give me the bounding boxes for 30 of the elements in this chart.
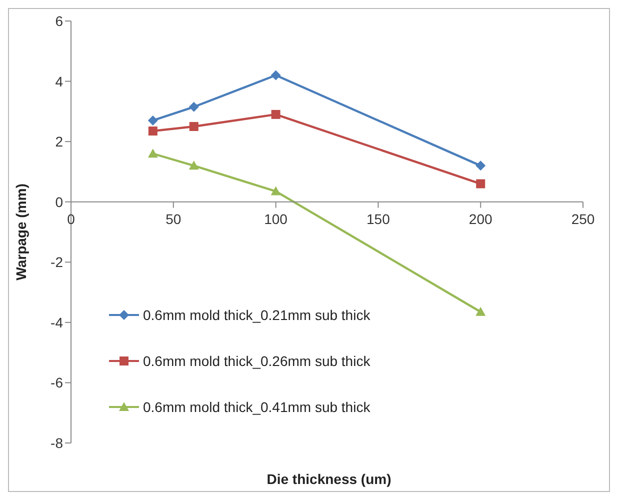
legend-label: 0.6mm mold thick_0.26mm sub thick bbox=[143, 353, 370, 369]
point bbox=[476, 160, 486, 171]
y-tick-label: -4 bbox=[50, 314, 64, 330]
point bbox=[476, 179, 486, 188]
point bbox=[148, 115, 158, 126]
x-tick-label: 150 bbox=[366, 210, 390, 227]
point bbox=[270, 186, 281, 196]
point bbox=[188, 160, 199, 170]
x-axis-title: Die thickness (um) bbox=[266, 471, 392, 487]
y-axis-title: Warpage (mm) bbox=[12, 184, 29, 280]
x-tick-label: 100 bbox=[264, 210, 288, 227]
legend-label: 0.6mm mold thick_0.41mm sub thick bbox=[143, 399, 370, 415]
legend-label: 0.6mm mold thick_0.21mm sub thick bbox=[143, 307, 370, 323]
point bbox=[148, 148, 158, 158]
point bbox=[188, 102, 199, 112]
y-tick-label: -8 bbox=[50, 434, 64, 451]
y-tick-label: -6 bbox=[50, 374, 64, 391]
y-tick-label: 6 bbox=[55, 12, 64, 29]
y-tick-label: 4 bbox=[55, 73, 64, 90]
y-tick-label: 0 bbox=[55, 194, 64, 210]
point bbox=[270, 70, 281, 80]
point bbox=[148, 126, 158, 136]
y-tick-label: 2 bbox=[55, 134, 64, 150]
x-tick-label: 200 bbox=[468, 210, 492, 227]
x-tick-label: 50 bbox=[166, 210, 182, 227]
point bbox=[271, 110, 280, 119]
point bbox=[189, 122, 198, 131]
point bbox=[476, 306, 486, 316]
x-tick-label: 250 bbox=[571, 210, 595, 227]
y-tick-label: -2 bbox=[50, 254, 64, 270]
